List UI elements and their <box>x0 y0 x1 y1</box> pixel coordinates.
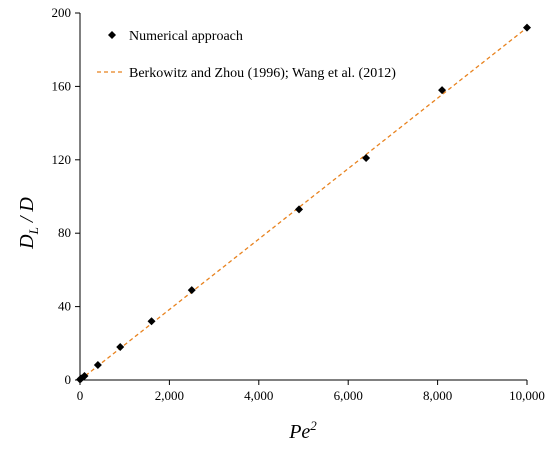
legend-label-numerical: Numerical approach <box>129 29 243 44</box>
y-axis-title: DL / D <box>16 197 41 250</box>
plot-points-layer <box>76 23 531 384</box>
y-tick-label: 120 <box>52 152 72 167</box>
ticks: 0 2,000 4,000 6,000 8,000 10,000 0 40 80 120 160 20… <box>52 5 545 403</box>
y-axis-title-main: D <box>16 234 38 250</box>
x-tick-label: 4,000 <box>244 388 273 403</box>
legend-marker-numerical <box>108 31 116 39</box>
data-point <box>295 205 304 214</box>
x-tick-label: 6,000 <box>334 388 363 403</box>
x-tick-label: 0 <box>77 388 84 403</box>
x-tick-label: 8,000 <box>423 388 452 403</box>
y-tick-label: 40 <box>58 299 71 314</box>
data-point <box>80 371 89 380</box>
legend-label-reference: Berkowitz and Zhou (1996); Wang et al. (… <box>129 66 396 81</box>
axes <box>79 13 527 381</box>
x-tick-label: 10,000 <box>509 388 545 403</box>
x-axis-title: Pe2 <box>288 418 317 443</box>
y-tick-label: 80 <box>58 225 71 240</box>
legend: Numerical approach Berkowitz and Zhou (1… <box>97 29 396 81</box>
x-tick-label: 2,000 <box>155 388 184 403</box>
data-point <box>523 23 531 32</box>
data-point <box>93 360 102 369</box>
data-point <box>116 342 125 351</box>
x-axis-title-main: Pe <box>288 421 310 443</box>
data-point <box>362 153 371 162</box>
x-axis-title-superscript: 2 <box>310 418 317 433</box>
data-point <box>438 86 447 95</box>
y-tick-label: 200 <box>52 5 72 20</box>
data-point <box>187 286 196 295</box>
y-axis-title-subscript: L <box>26 227 41 235</box>
y-axis-title-suffix: / D <box>16 197 38 228</box>
y-tick-label: 160 <box>52 78 72 93</box>
y-tick-label: 0 <box>65 372 72 387</box>
data-point <box>147 317 156 326</box>
